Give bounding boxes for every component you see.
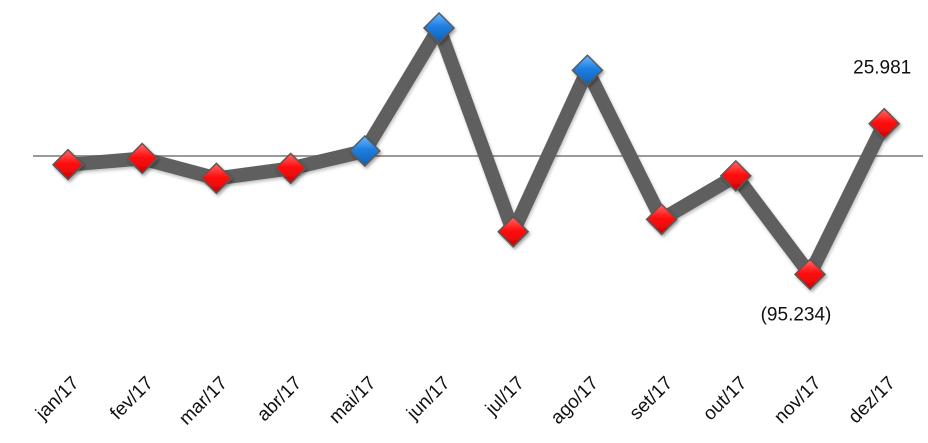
x-tick-label: jun/17 xyxy=(402,373,454,425)
data-point-abr-17 xyxy=(274,152,307,185)
series-line xyxy=(67,21,891,282)
data-point-fev-17 xyxy=(126,142,159,175)
x-tick-label: mar/17 xyxy=(175,373,232,430)
x-tick-label: jul/17 xyxy=(481,373,529,421)
label-layer: (95.234) 25.981 xyxy=(761,58,912,326)
x-tick-label: dez/17 xyxy=(845,373,900,428)
data-point-set-17 xyxy=(645,203,678,236)
data-point-ago-17 xyxy=(571,54,604,87)
data-point-jan-17 xyxy=(51,148,85,181)
data-label-nov-17: (95.234) xyxy=(761,304,832,325)
x-tick-label: ago/17 xyxy=(547,373,603,429)
x-tick-label: out/17 xyxy=(699,373,751,425)
x-tick-label: set/17 xyxy=(626,373,677,424)
x-axis-ticks: jan/17 fev/17 mar/17 abr/17 mai/17 jun/17 jul/… xyxy=(31,373,899,430)
data-point-jul-17 xyxy=(497,215,530,248)
marker-layer xyxy=(51,11,901,291)
data-point-mai-17 xyxy=(348,134,381,168)
x-tick-label: abr/17 xyxy=(253,373,306,426)
series-layer xyxy=(67,21,891,282)
x-tick-label: nov/17 xyxy=(770,373,825,428)
data-point-mar-17 xyxy=(200,162,233,195)
x-tick-label: mai/17 xyxy=(325,373,380,428)
data-label-dez-17: 25.981 xyxy=(853,58,911,79)
data-point-jun-17 xyxy=(422,11,456,45)
data-point-nov-17 xyxy=(793,258,827,291)
data-point-out-17 xyxy=(719,159,752,192)
data-point-dez-17 xyxy=(868,107,901,140)
x-tick-label: jan/17 xyxy=(31,373,83,425)
x-tick-label: fev/17 xyxy=(106,373,157,424)
